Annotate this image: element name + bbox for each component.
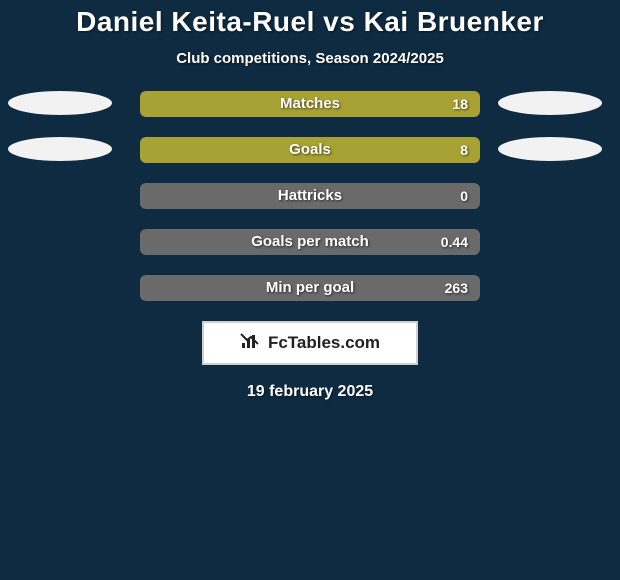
brand-box: FcTables.com xyxy=(202,321,418,365)
stat-row: Hattricks0 xyxy=(0,183,620,209)
stat-bar-track xyxy=(140,137,480,163)
stats-rows: Matches18 Goals8 Hattricks0 Goals per match… xyxy=(0,91,620,301)
bar-chart-icon xyxy=(240,332,262,355)
stat-bar-track xyxy=(140,183,480,209)
subtitle: Club competitions, Season 2024/2025 xyxy=(0,50,620,67)
stat-row: Min per goal263 xyxy=(0,275,620,301)
stat-bar-track xyxy=(140,275,480,301)
stat-bar-fill xyxy=(140,137,480,163)
player-ellipse-left xyxy=(8,137,112,161)
player-ellipse-right xyxy=(498,91,602,115)
player-ellipse-left xyxy=(8,91,112,115)
stat-row: Goals8 xyxy=(0,137,620,163)
stat-row: Goals per match0.44 xyxy=(0,229,620,255)
page-title: Daniel Keita-Ruel vs Kai Bruenker xyxy=(0,0,620,38)
stat-bar-track xyxy=(140,91,480,117)
stat-row: Matches18 xyxy=(0,91,620,117)
stat-bar-track xyxy=(140,229,480,255)
date-text: 19 february 2025 xyxy=(0,383,620,401)
player-ellipse-right xyxy=(498,137,602,161)
brand-text: FcTables.com xyxy=(268,333,380,353)
comparison-infographic: Daniel Keita-Ruel vs Kai Bruenker Club c… xyxy=(0,0,620,580)
stat-bar-fill xyxy=(140,91,480,117)
